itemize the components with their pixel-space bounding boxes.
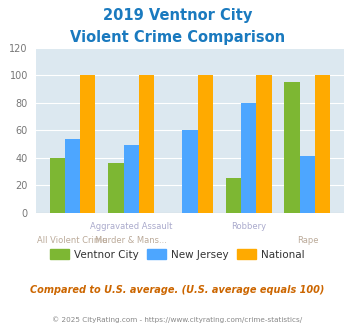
Text: Aggravated Assault: Aggravated Assault: [90, 222, 173, 231]
Bar: [65, 139, 80, 213]
Bar: [198, 75, 213, 213]
Text: Rape: Rape: [297, 236, 318, 245]
Text: © 2025 CityRating.com - https://www.cityrating.com/crime-statistics/: © 2025 CityRating.com - https://www.city…: [53, 317, 302, 323]
Legend: Ventnor City, New Jersey, National: Ventnor City, New Jersey, National: [46, 245, 309, 264]
Bar: [182, 130, 198, 213]
Text: 2019 Ventnor City: 2019 Ventnor City: [103, 8, 252, 23]
Bar: [241, 103, 256, 213]
Bar: [80, 75, 95, 213]
Bar: [284, 82, 300, 213]
Text: Compared to U.S. average. (U.S. average equals 100): Compared to U.S. average. (U.S. average …: [30, 285, 325, 295]
Bar: [315, 75, 330, 213]
Bar: [108, 163, 124, 213]
Bar: [124, 146, 139, 213]
Text: All Violent Crime: All Violent Crime: [37, 236, 108, 245]
Text: Violent Crime Comparison: Violent Crime Comparison: [70, 30, 285, 45]
Text: Murder & Mans...: Murder & Mans...: [95, 236, 167, 245]
Bar: [139, 75, 154, 213]
Text: Robbery: Robbery: [231, 222, 266, 231]
Bar: [50, 158, 65, 213]
Bar: [256, 75, 272, 213]
Bar: [226, 179, 241, 213]
Bar: [300, 156, 315, 213]
